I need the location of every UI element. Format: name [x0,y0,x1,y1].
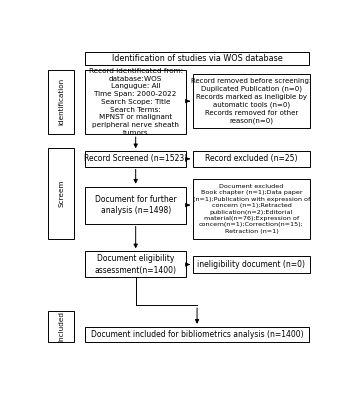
Bar [193,151,310,166]
Bar [85,186,186,224]
Text: Document for further
analysis (n=1498): Document for further analysis (n=1498) [95,195,176,215]
Bar [48,70,74,134]
Text: Record removed before screening:
Duplicated Publication (n=0)
Records marked as : Record removed before screening: Duplica… [191,78,312,124]
Text: Identification of studies via WOS database: Identification of studies via WOS databa… [112,54,283,63]
Text: Record Screened (n=1523): Record Screened (n=1523) [84,154,187,163]
Bar [85,327,309,342]
Text: ineligibility document (n=0): ineligibility document (n=0) [197,260,306,269]
Bar [85,52,309,65]
Text: Record identificated from:
database:WOS
Langugue: All
Time Span: 2000-2022
Searc: Record identificated from: database:WOS … [89,68,183,136]
Text: Document excluded
Book chapter (n=1);Data paper
(n=1);Publication with expressio: Document excluded Book chapter (n=1);Dat… [193,184,310,234]
Bar [85,151,186,166]
Text: identification: identification [58,78,64,126]
Text: Included: Included [58,311,64,342]
Bar [48,148,74,239]
Text: Document eligibility
assessment(n=1400): Document eligibility assessment(n=1400) [95,254,177,274]
Bar [48,311,74,342]
Bar [85,70,186,134]
Text: Record excluded (n=25): Record excluded (n=25) [205,154,298,163]
Bar [193,256,310,274]
Text: Document included for bibliometrics analysis (n=1400): Document included for bibliometrics anal… [91,330,303,339]
Bar [85,251,186,278]
Bar [193,179,310,239]
Text: Screem: Screem [58,180,64,207]
Bar [193,74,310,128]
